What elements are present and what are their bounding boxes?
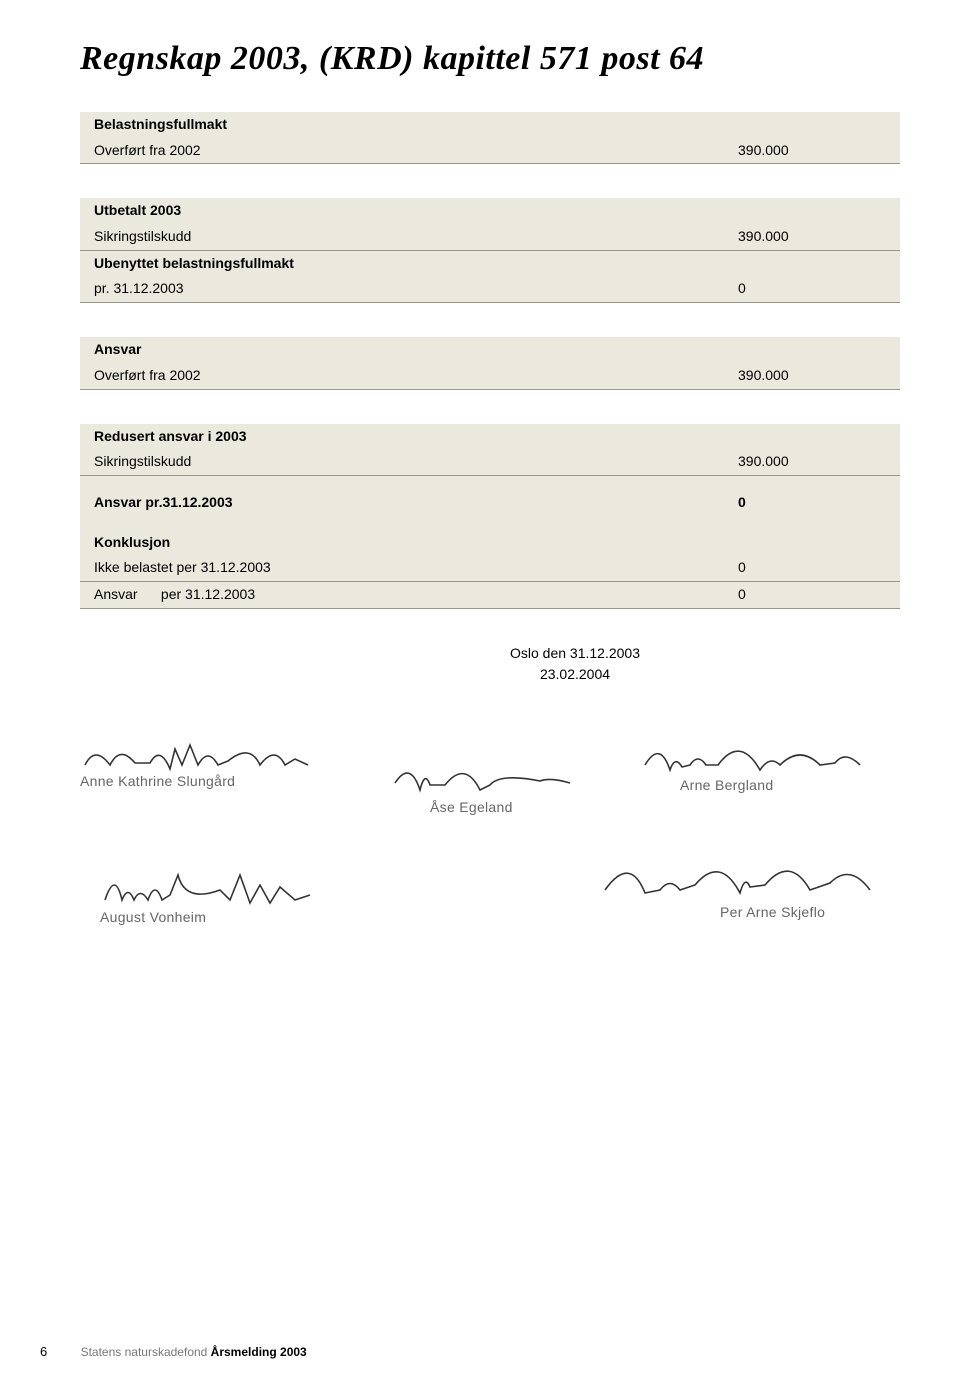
row-value: 390.000 xyxy=(738,226,888,248)
row-value: 390.000 xyxy=(738,451,888,473)
row-label: Overført fra 2002 xyxy=(94,140,738,162)
row-label: Ikke belastet per 31.12.2003 xyxy=(94,557,738,579)
header: Ansvar xyxy=(94,339,888,361)
signature-scribble-icon xyxy=(640,735,870,783)
row-value: 0 xyxy=(738,557,888,579)
signature-1: Anne Kathrine Slungård xyxy=(80,735,320,789)
page-title: Regnskap 2003, (KRD) kapittel 571 post 6… xyxy=(80,40,900,78)
date-line1: Oslo den 31.12.2003 xyxy=(250,643,900,664)
signature-name: Per Arne Skjeflo xyxy=(600,904,880,920)
signature-scribble-icon xyxy=(600,855,880,910)
header: Utbetalt 2003 xyxy=(94,200,888,222)
signature-2: Åse Egeland xyxy=(390,755,590,815)
date-line2: 23.02.2004 xyxy=(250,664,900,685)
signature-scribble-icon xyxy=(100,865,340,915)
signature-4: August Vonheim xyxy=(100,865,340,925)
page-footer: 6 Statens naturskadefond Årsmelding 2003 xyxy=(40,1344,307,1359)
row-value: 390.000 xyxy=(738,140,888,162)
header: Redusert ansvar i 2003 xyxy=(94,426,888,448)
row-value: 0 xyxy=(738,584,888,606)
header: Belastningsfullmakt xyxy=(94,114,888,136)
row-value: 390.000 xyxy=(738,365,888,387)
signature-name: Arne Bergland xyxy=(640,777,870,793)
signature-name: Anne Kathrine Slungård xyxy=(80,773,320,789)
block-utbetalt: Utbetalt 2003 Sikringstilskudd 390.000 U… xyxy=(80,198,900,303)
row-value: 0 xyxy=(738,278,888,300)
page-number: 6 xyxy=(40,1344,47,1359)
signature-name: Åse Egeland xyxy=(390,799,590,815)
row-value: 0 xyxy=(738,492,888,514)
signatures-area: Anne Kathrine Slungård Åse Egeland Arne … xyxy=(80,735,900,1085)
signature-5: Per Arne Skjeflo xyxy=(600,855,880,920)
block-redusert-konklusjon: Redusert ansvar i 2003 Sikringstilskudd … xyxy=(80,424,900,609)
row-label: Overført fra 2002 xyxy=(94,365,738,387)
footer-bold: Årsmelding 2003 xyxy=(211,1345,307,1359)
signature-3: Arne Bergland xyxy=(640,735,870,793)
row-label: pr. 31.12.2003 xyxy=(94,278,738,300)
row-label: Sikringstilskudd xyxy=(94,451,738,473)
sub-header: Ubenyttet belastningsfullmakt xyxy=(94,253,888,275)
signature-scribble-icon xyxy=(390,755,590,805)
footer-light: Statens naturskadefond xyxy=(81,1345,211,1359)
row-label: Ansvar per 31.12.2003 xyxy=(94,584,738,606)
signature-name: August Vonheim xyxy=(100,909,340,925)
date-block: Oslo den 31.12.2003 23.02.2004 xyxy=(80,643,900,685)
sub-header: Konklusjon xyxy=(94,532,888,554)
row-label: Ansvar pr.31.12.2003 xyxy=(94,492,738,514)
block-ansvar: Ansvar Overført fra 2002 390.000 xyxy=(80,337,900,389)
block-belastningsfullmakt: Belastningsfullmakt Overført fra 2002 39… xyxy=(80,112,900,164)
row-label: Sikringstilskudd xyxy=(94,226,738,248)
